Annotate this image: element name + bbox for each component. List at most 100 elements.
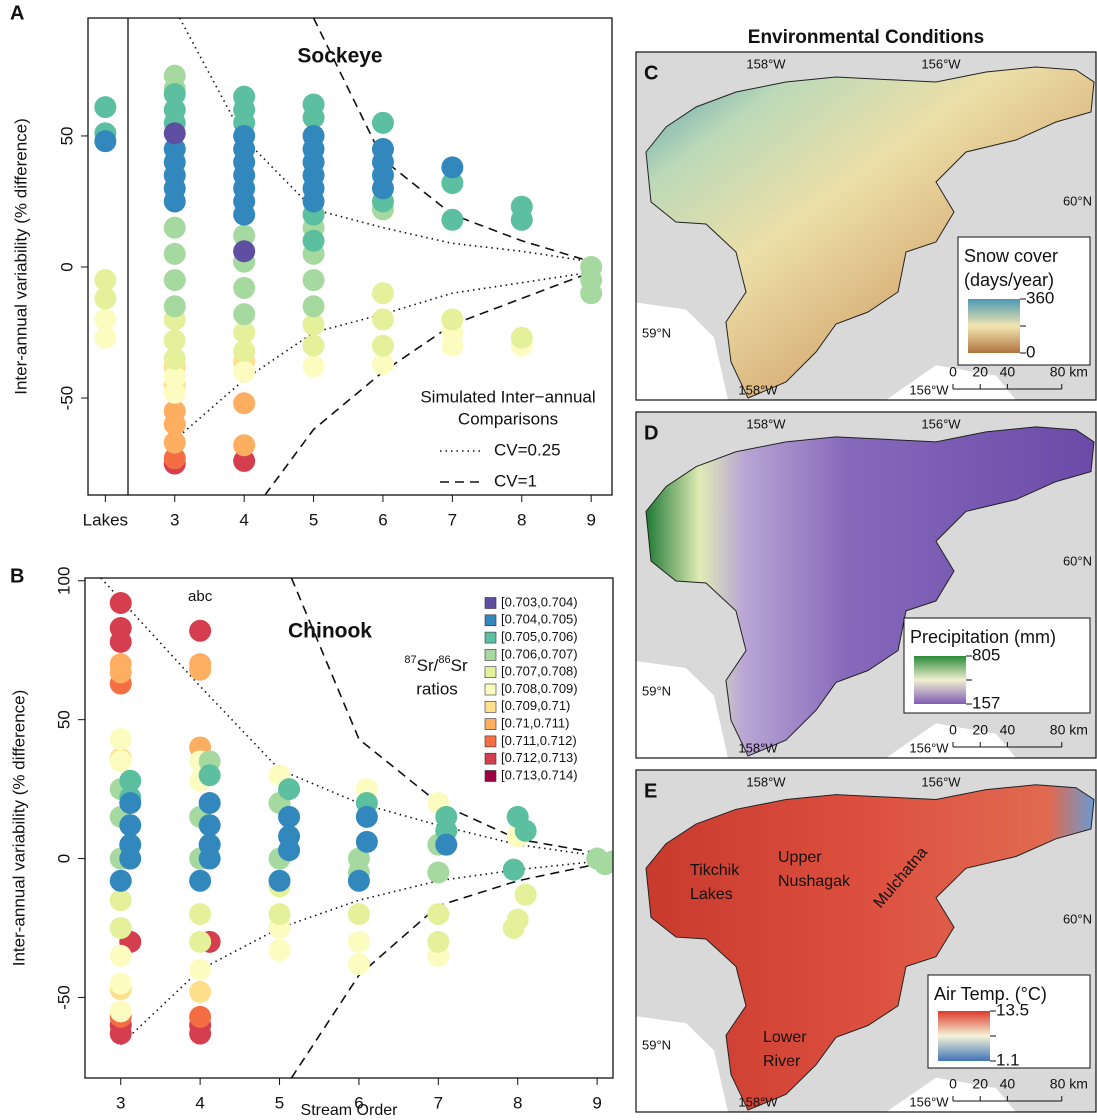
longitude-label: 156°W — [909, 1094, 949, 1109]
figure: Environmental Conditions A-50050Lakes345… — [0, 0, 1097, 1120]
data-point — [441, 156, 463, 178]
legend-label: CV=1 — [494, 471, 537, 490]
data-point — [503, 917, 525, 939]
data-point — [356, 831, 378, 853]
scale-label: 20 — [972, 364, 988, 380]
legend-label: CV=0.25 — [494, 440, 561, 459]
legend-swatch — [485, 753, 496, 764]
legend-swatch — [485, 771, 496, 782]
data-point — [427, 903, 449, 925]
data-point — [372, 308, 394, 330]
data-point — [348, 931, 370, 953]
data-point — [164, 432, 186, 454]
x-tick-label: 3 — [170, 510, 179, 529]
data-point — [348, 870, 370, 892]
x-tick-label: 7 — [448, 510, 457, 529]
data-point — [278, 778, 300, 800]
data-point — [372, 335, 394, 357]
legend-label: [0.713,0.714) — [501, 767, 578, 782]
legend-title: 87Sr/86Sr — [404, 654, 468, 676]
scale-label: 0 — [949, 364, 957, 380]
data-point — [233, 361, 255, 383]
x-tick-label: 4 — [239, 510, 248, 529]
data-point — [233, 392, 255, 414]
data-point — [199, 764, 221, 786]
data-point — [164, 382, 186, 404]
data-point — [199, 814, 221, 836]
annotation: abc — [188, 588, 213, 605]
data-point — [435, 834, 457, 856]
data-point — [511, 209, 533, 231]
legend-title: ratios — [416, 679, 458, 698]
longitude-label: 158°W — [738, 740, 778, 755]
legend-swatch — [485, 649, 496, 660]
data-point — [164, 295, 186, 317]
data-point — [110, 631, 132, 653]
data-point — [164, 348, 186, 370]
longitude-label: 156°W — [921, 416, 961, 431]
y-tick-label: 100 — [54, 567, 73, 595]
y-axis-label: Inter-annual variability (% difference) — [9, 690, 28, 967]
data-point — [110, 750, 132, 772]
panel-title: Sockeye — [297, 45, 382, 68]
longitude-label: 156°W — [921, 56, 961, 71]
data-point — [233, 204, 255, 226]
longitude-label: 156°W — [909, 740, 949, 755]
x-axis-label: Stream Order — [301, 1102, 399, 1119]
legend-title: (days/year) — [964, 270, 1054, 290]
panel-letter: E — [644, 780, 657, 802]
data-point — [119, 848, 141, 870]
legend-label: [0.707,0.708) — [501, 664, 578, 679]
scale-label: 0 — [949, 722, 957, 738]
x-tick-label: 8 — [513, 1093, 522, 1112]
panel-letter: B — [10, 565, 24, 587]
data-point — [356, 806, 378, 828]
data-point — [189, 903, 211, 925]
legend-swatch — [485, 598, 496, 609]
legend-label: [0.709,0.71) — [501, 698, 570, 713]
longitude-label: 156°W — [909, 382, 949, 397]
legend-title: Snow cover — [964, 246, 1058, 266]
data-point — [110, 592, 132, 614]
data-point — [189, 981, 211, 1003]
place-label: Lakes — [690, 886, 733, 903]
data-point — [119, 792, 141, 814]
scale-label: 0 — [949, 1076, 957, 1092]
figure-title: Environmental Conditions — [748, 27, 984, 48]
colorbar-max: 13.5 — [996, 1000, 1029, 1019]
legend-title: Comparisons — [458, 409, 558, 428]
legend-title: Precipitation (mm) — [910, 627, 1056, 647]
legend-label: [0.706,0.707) — [501, 646, 578, 661]
place-label: Tikchik — [690, 862, 740, 879]
simulated-curve — [291, 864, 597, 1078]
data-point — [348, 953, 370, 975]
data-point — [303, 356, 325, 378]
panel-letter: C — [644, 62, 658, 84]
legend-label: [0.703,0.704) — [501, 594, 578, 609]
data-point — [110, 1000, 132, 1022]
data-point — [94, 327, 116, 349]
legend-swatch — [485, 667, 496, 678]
y-tick-label: 50 — [54, 710, 73, 729]
x-tick-label: 8 — [517, 510, 526, 529]
x-tick-label: Lakes — [83, 510, 128, 529]
data-point — [94, 130, 116, 152]
colorbar-min: 0 — [1026, 342, 1035, 361]
panel-title: Chinook — [288, 620, 372, 643]
legend-label: [0.705,0.706) — [501, 629, 578, 644]
map-panel: C158°W156°W158°W156°W60°N59°NSnow cover(… — [636, 52, 1096, 400]
data-point — [164, 217, 186, 239]
x-tick-label: 6 — [378, 510, 387, 529]
data-point — [441, 209, 463, 231]
legend-label: [0.704,0.705) — [501, 612, 578, 627]
colorbar-max: 805 — [972, 645, 1000, 664]
data-point — [511, 327, 533, 349]
legend-swatch — [485, 684, 496, 695]
data-point — [110, 917, 132, 939]
scale-label: 80 km — [1050, 364, 1088, 380]
colorbar — [914, 656, 966, 704]
scale-label: 80 km — [1050, 722, 1088, 738]
data-point — [427, 931, 449, 953]
x-tick-label: 9 — [592, 1093, 601, 1112]
data-point — [348, 903, 370, 925]
